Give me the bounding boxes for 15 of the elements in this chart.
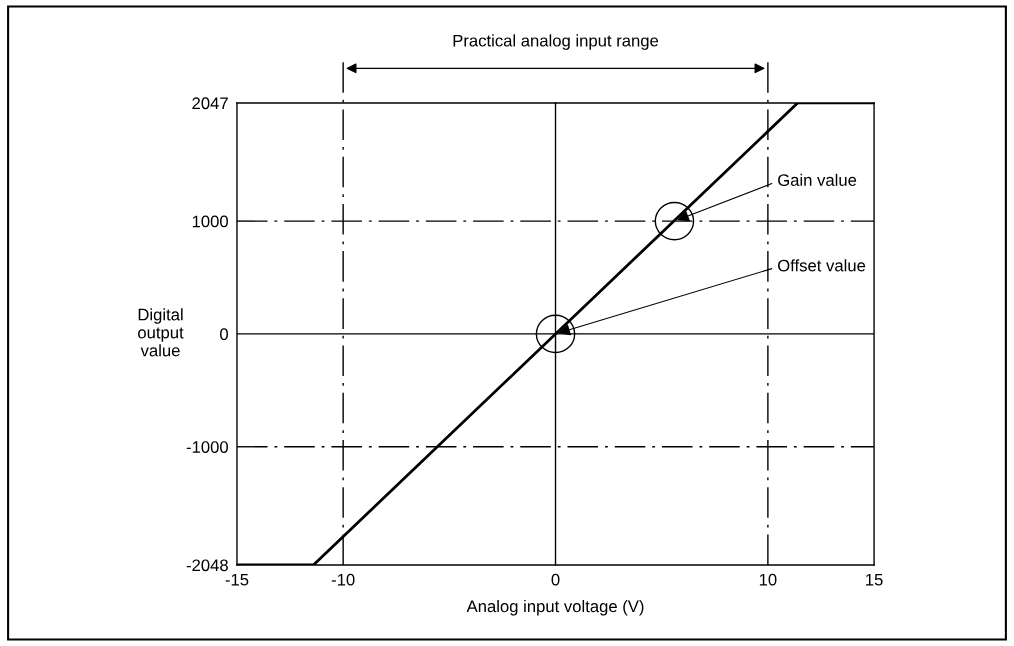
- x-axis-title: Analog input voltage (V): [466, 599, 644, 616]
- x-tick-label: -15: [225, 573, 249, 586]
- y-tick-label: 0: [220, 328, 228, 341]
- y-tick-label: 2047: [192, 97, 228, 110]
- y-tick-label: 1000: [192, 215, 228, 228]
- annotation: Gain value: [778, 173, 857, 186]
- y-tick-label: -1000: [186, 441, 228, 453]
- y-tick-label: -2048: [186, 559, 228, 572]
- annotation: Offset value: [778, 259, 866, 272]
- x-tick-label: 15: [866, 573, 883, 586]
- text: Practical analog input range: [453, 34, 659, 50]
- x-tick-label: 10: [759, 573, 777, 586]
- x-tick-label: -10: [331, 573, 355, 586]
- x-tick-label: 0: [551, 573, 560, 586]
- y-axis-title: Digital output value: [138, 308, 184, 357]
